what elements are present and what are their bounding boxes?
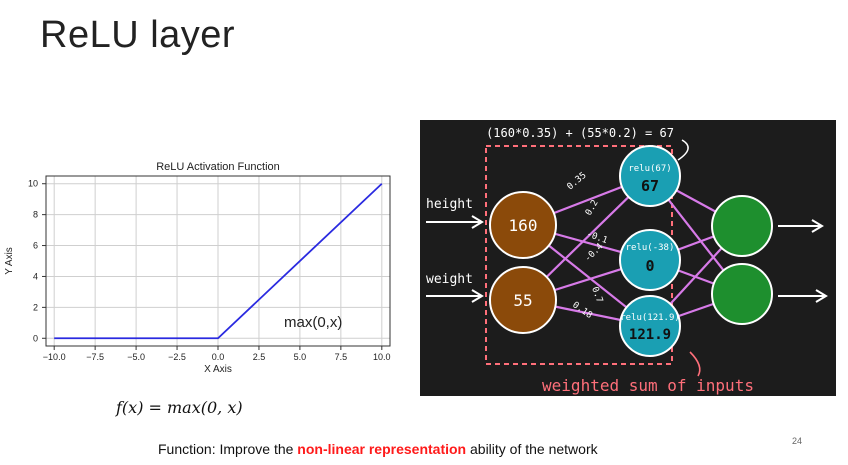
hidden-relu-3: relu(121.9) bbox=[620, 313, 680, 323]
chart-grid bbox=[46, 176, 390, 346]
output-arrows bbox=[778, 219, 828, 303]
x-tick-label: 10.0 bbox=[373, 352, 391, 362]
network-diagram: (160*0.35) + (55*0.2) = 67 height weight… bbox=[420, 120, 836, 396]
x-ticks: −10.0 −7.5 −5.0 −2.5 0.0 2.5 5.0 7.5 10.0 bbox=[43, 346, 391, 362]
slide-caption: Function: Improve the non-linear represe… bbox=[158, 441, 598, 457]
x-tick-label: 7.5 bbox=[335, 352, 348, 362]
hidden-relu-2: relu(-38) bbox=[626, 243, 675, 253]
hidden-relu-1: relu(67) bbox=[628, 164, 671, 174]
slide-title: ReLU layer bbox=[40, 14, 236, 56]
y-tick-label: 0 bbox=[33, 333, 38, 343]
y-tick-label: 4 bbox=[33, 271, 38, 281]
x-tick-label: 0.0 bbox=[212, 352, 225, 362]
hidden-value-1: 67 bbox=[641, 177, 659, 195]
page-number: 24 bbox=[791, 436, 802, 446]
footer-pointer bbox=[689, 351, 701, 377]
input-node-weight bbox=[489, 266, 557, 334]
y-tick-label: 6 bbox=[33, 241, 38, 251]
x-tick-label: −7.5 bbox=[86, 352, 104, 362]
x-tick-label: −5.0 bbox=[127, 352, 145, 362]
dashed-box bbox=[485, 145, 673, 365]
equation-label: (160*0.35) + (55*0.2) = 67 bbox=[486, 126, 674, 140]
y-tick-label: 10 bbox=[28, 179, 38, 189]
caption-suffix: ability of the network bbox=[466, 441, 598, 457]
y-tick-label: 8 bbox=[33, 210, 38, 220]
y-tick-label: 2 bbox=[33, 302, 38, 312]
relu-chart: −10.0 −7.5 −5.0 −2.5 0.0 2.5 5.0 7.5 10.0 0 2 4 6 8 1… bbox=[4, 161, 391, 375]
output-node-1 bbox=[711, 195, 773, 257]
hidden-node-2 bbox=[619, 229, 681, 291]
equation-pointer bbox=[677, 139, 689, 161]
input-arrows bbox=[426, 215, 484, 303]
input-value-weight: 55 bbox=[513, 291, 532, 310]
x-tick-label: 2.5 bbox=[253, 352, 266, 362]
output-node-2 bbox=[711, 263, 773, 325]
x-tick-label: 5.0 bbox=[294, 352, 307, 362]
y-axis-label: Y Axis bbox=[4, 247, 15, 275]
hidden-node-1 bbox=[619, 145, 681, 207]
footer-label: weighted sum of inputs bbox=[542, 376, 754, 395]
hidden-value-3: 121.9 bbox=[629, 327, 671, 343]
chart-annotation: max(0,x) bbox=[284, 314, 342, 331]
input-label-weight: weight bbox=[426, 272, 473, 287]
input-label-height: height bbox=[426, 197, 473, 212]
caption-prefix: Function: Improve the bbox=[158, 441, 298, 457]
x-tick-label: −10.0 bbox=[43, 352, 66, 362]
hidden-value-2: 0 bbox=[645, 257, 654, 275]
input-node-height bbox=[489, 191, 557, 259]
input-value-height: 160 bbox=[509, 216, 538, 235]
x-tick-label: −2.5 bbox=[168, 352, 186, 362]
caption-highlight: non-linear representation bbox=[297, 441, 467, 457]
x-axis-label: X Axis bbox=[204, 364, 232, 375]
series-line bbox=[54, 183, 383, 340]
y-ticks: 0 2 4 6 8 10 bbox=[28, 179, 46, 343]
chart-title: ReLU Activation Function bbox=[156, 161, 280, 173]
hidden-node-3 bbox=[619, 295, 681, 357]
relu-formula: f(x) = max(0, x) bbox=[116, 398, 243, 417]
